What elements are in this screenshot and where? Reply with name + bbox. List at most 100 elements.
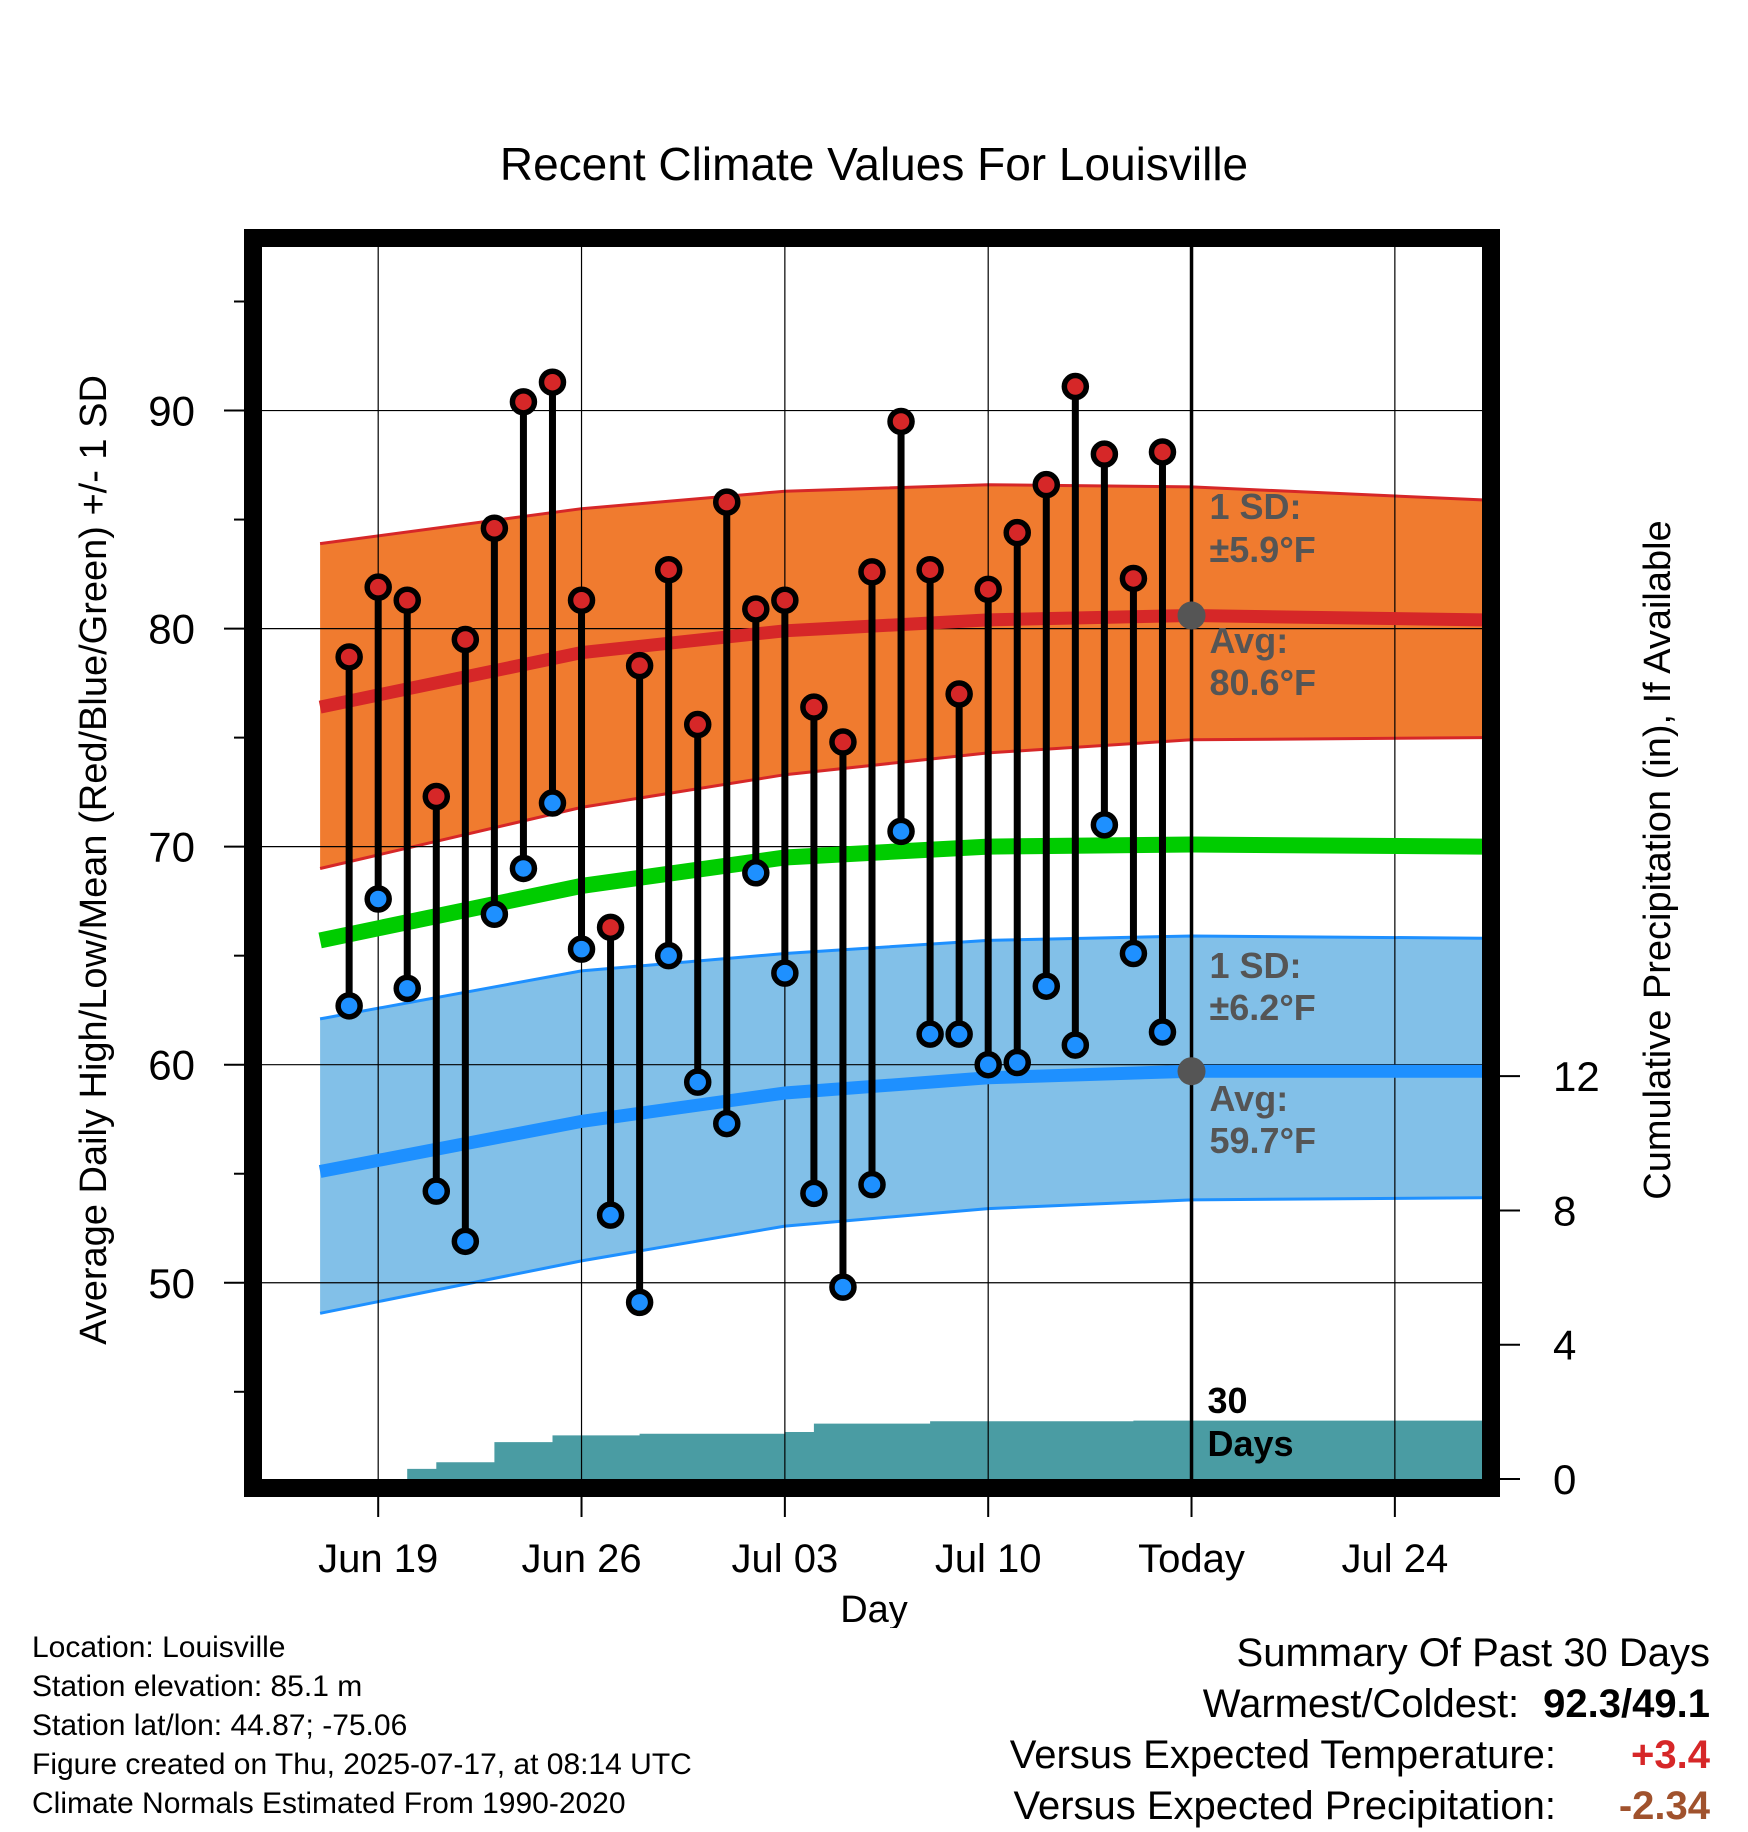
y-tick-label-right: 4 — [1553, 1322, 1576, 1369]
today-low-avg-marker — [1177, 1057, 1206, 1086]
low-temp-point — [393, 974, 421, 1003]
x-tick-label: Jul 10 — [935, 1537, 1042, 1581]
low-temp-point — [887, 817, 915, 846]
high-temp-point — [916, 555, 944, 584]
station-info: Location: Louisville Station elevation: … — [32, 1628, 692, 1823]
x-axis-label: Day — [840, 1589, 908, 1628]
y-tick-label-left: 60 — [148, 1042, 195, 1089]
high-temp-point — [974, 575, 1002, 604]
low-temp-point — [1119, 939, 1148, 968]
low-temp-point — [771, 959, 799, 987]
location-text: Location: Louisville — [32, 1631, 286, 1664]
low-temp-point — [625, 1288, 654, 1317]
low-temp-point — [829, 1273, 857, 1301]
high-temp-point — [945, 680, 973, 708]
high-temp-point — [1032, 470, 1061, 499]
high-temp-point — [1119, 564, 1148, 593]
high-temp-point — [451, 625, 480, 654]
low-temp-point — [422, 1177, 451, 1205]
high-temp-point — [887, 407, 915, 436]
summary-warmest-row: Warmest/Coldest: 92.3/49.1 — [1010, 1679, 1710, 1730]
high-avg-value: 80.6°F — [1210, 662, 1316, 703]
high-temp-point — [713, 488, 741, 516]
high-temp-point — [480, 514, 509, 543]
low-temp-point — [1003, 1048, 1031, 1077]
warmest-value: 92.3/49.1 — [1543, 1682, 1710, 1726]
y-tick-label-left: 70 — [148, 824, 195, 871]
elevation-text: Station elevation: 85.1 m — [32, 1670, 363, 1703]
low-temp-point — [1061, 1031, 1090, 1059]
x-tick-label: Jun 26 — [521, 1537, 641, 1581]
low-avg-label: Avg: — [1210, 1078, 1289, 1119]
y-axis-left-label: Average Daily High/Low/Mean (Red/Blue/Gr… — [73, 375, 115, 1345]
low-temp-point — [509, 854, 538, 883]
low-sd-label: 1 SD: — [1210, 945, 1302, 986]
summary-panel: Summary Of Past 30 Days Warmest/Coldest:… — [1010, 1628, 1710, 1832]
high-temp-point — [1090, 440, 1119, 468]
high-temp-point — [364, 573, 392, 601]
y-tick-label-right: 12 — [1553, 1053, 1600, 1100]
low-temp-point — [683, 1068, 712, 1096]
high-sd-label: 1 SD: — [1210, 486, 1302, 527]
x-tick-label: Today — [1138, 1537, 1245, 1581]
high-temp-point — [596, 913, 625, 942]
high-temp-point — [742, 595, 770, 623]
high-temp-point — [538, 368, 567, 396]
high-temp-point — [567, 586, 596, 614]
normals-text: Climate Normals Estimated From 1990-2020 — [32, 1787, 626, 1820]
high-temp-point — [1148, 438, 1177, 466]
temp-value: +3.4 — [1631, 1733, 1710, 1777]
high-temp-point — [625, 651, 654, 680]
y-tick-label-left: 50 — [148, 1260, 195, 1307]
high-sd-lower-line — [319, 736, 1482, 870]
y-tick-label-left: 80 — [148, 606, 195, 653]
precip-area — [349, 1420, 1482, 1479]
high-temp-point — [422, 782, 451, 811]
low-temp-point — [567, 935, 596, 963]
high-temp-point — [509, 388, 538, 416]
high-temp-point — [771, 586, 799, 614]
warmest-label: Warmest/Coldest: — [1202, 1682, 1520, 1726]
chart-title: Recent Climate Values For Louisville — [500, 138, 1248, 190]
low-temp-point — [1090, 811, 1119, 839]
high-temp-point — [858, 558, 886, 586]
precip-value: -2.34 — [1618, 1784, 1710, 1828]
high-avg-label: Avg: — [1210, 620, 1289, 661]
low-temp-point — [451, 1227, 480, 1256]
low-temp-point — [364, 885, 392, 913]
low-temp-point — [1032, 972, 1061, 1000]
plot-frame — [244, 229, 1500, 1497]
precip-label: Versus Expected Precipitation: — [1013, 1784, 1556, 1828]
temp-label: Versus Expected Temperature: — [1009, 1733, 1556, 1777]
y-axis-right-label: Cumulative Precipitation (in), If Availa… — [1637, 520, 1679, 1199]
today-high-avg-marker — [1177, 601, 1206, 630]
high-temp-point — [1003, 518, 1031, 547]
y-tick-label-right: 0 — [1553, 1456, 1576, 1503]
low-temp-point — [335, 992, 363, 1020]
high-temp-point — [335, 643, 363, 671]
climate-chart: Recent Climate Values For Louisville 1 S… — [73, 138, 1679, 1628]
low-temp-point — [858, 1170, 886, 1199]
low-temp-point — [742, 859, 770, 887]
low-sd-upper-line — [319, 934, 1482, 1021]
low-temp-point — [974, 1050, 1002, 1079]
high-temp-point — [683, 710, 712, 739]
low-sd-lower-line — [319, 1196, 1482, 1315]
summary-title: Summary Of Past 30 Days — [1236, 1631, 1710, 1675]
latlon-text: Station lat/lon: 44.87; -75.06 — [32, 1709, 408, 1742]
summary-precip-row: Versus Expected Precipitation: -2.34 — [1010, 1781, 1710, 1832]
y-tick-label-right: 8 — [1553, 1187, 1576, 1234]
low-temp-point — [713, 1109, 741, 1138]
high-temp-point — [1061, 372, 1090, 401]
created-text: Figure created on Thu, 2025-07-17, at 08… — [32, 1748, 692, 1781]
high-temp-point — [829, 728, 857, 756]
high-sd-value: ±5.9°F — [1210, 529, 1316, 570]
x-tick-label: Jul 03 — [731, 1537, 838, 1581]
mean-normal-line — [318, 836, 1482, 949]
low-temp-point — [596, 1201, 625, 1229]
summary-temp-row: Versus Expected Temperature: +3.4 — [1010, 1730, 1710, 1781]
y-tick-label-left: 90 — [148, 388, 195, 435]
low-sd-value: ±6.2°F — [1210, 987, 1316, 1028]
x-tick-label: Jul 24 — [1341, 1537, 1448, 1581]
low-temp-point — [654, 941, 683, 970]
